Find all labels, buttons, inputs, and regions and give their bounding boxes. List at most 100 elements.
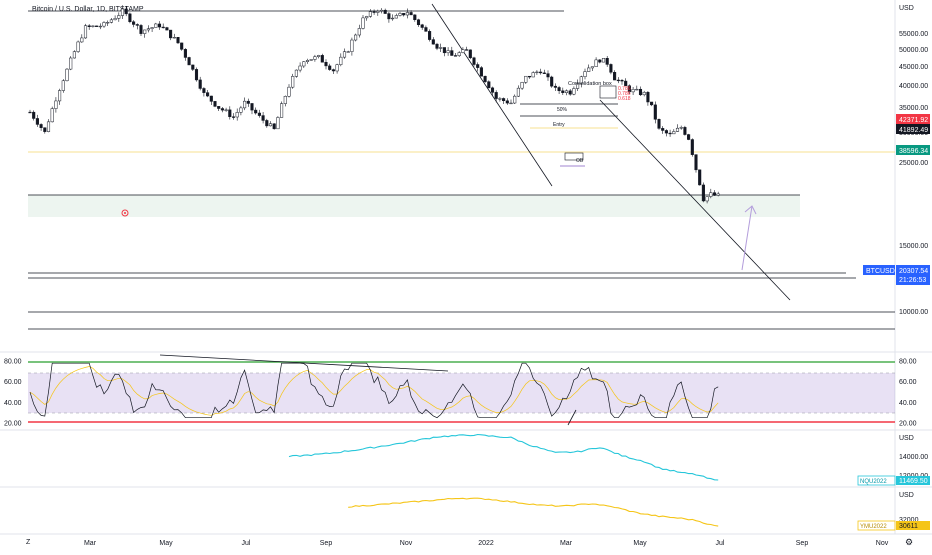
candle-body: [624, 80, 628, 86]
candle-body: [598, 59, 602, 63]
ym-last-tag[interactable]: YMU2022 30611: [857, 520, 930, 531]
candle-body: [361, 17, 365, 29]
time-tick-label: Nov: [876, 540, 889, 547]
price-label-red[interactable]: 42371.92: [896, 114, 930, 124]
candle-body: [587, 67, 591, 72]
candle-body: [383, 9, 387, 14]
candle-body: [287, 86, 291, 97]
candle-body: [146, 28, 150, 31]
candle-body: [550, 76, 554, 87]
candle-body: [531, 72, 535, 78]
corner-z-button[interactable]: Z: [26, 539, 31, 546]
candle-body: [613, 72, 617, 81]
candle-body: [106, 22, 110, 24]
candle-body: [317, 55, 321, 57]
candle-body: [683, 127, 687, 135]
chart-title: Bitcoin / U.S. Dollar, 1D, BITSTAMP: [32, 6, 144, 13]
candle-body: [502, 98, 506, 102]
time-tick-label: Jul: [716, 540, 725, 547]
candle-body: [379, 9, 384, 12]
candle-body: [398, 13, 402, 16]
candle-body: [446, 50, 450, 54]
candle-body: [139, 25, 143, 34]
candle-body: [705, 196, 709, 202]
candle-body: [154, 23, 158, 28]
candle-body: [561, 90, 565, 93]
candle-body: [350, 39, 354, 52]
candle-body: [524, 75, 528, 83]
price-tick-label: 50000.00: [899, 47, 928, 54]
price-label-green[interactable]: 38596.34: [896, 145, 930, 155]
time-tick-label: May: [633, 540, 647, 547]
rsi-left-tick-label: 40.00: [4, 400, 22, 407]
candle-body: [183, 49, 187, 58]
candle-body: [43, 127, 47, 132]
price-pane[interactable]: [28, 3, 895, 330]
candle-body: [568, 90, 572, 95]
price-tick-label: 45000.00: [899, 64, 928, 71]
candlestick-series[interactable]: [28, 5, 720, 204]
rsi-divergence-small: [567, 409, 577, 426]
price-axis-unit: USD: [899, 5, 914, 12]
annotation-50pct: 50%: [557, 107, 568, 113]
candle-body: [91, 25, 95, 27]
annotation-ob: OB: [576, 158, 584, 164]
candle-body: [694, 154, 698, 171]
candle-body: [594, 59, 598, 67]
annotation-consolidation: Consolidation box: [568, 81, 612, 87]
price-tick-label: 25000.00: [899, 160, 928, 167]
candle-body: [479, 67, 483, 77]
nq-last-tag[interactable]: NQU2022 11469.50: [857, 475, 930, 486]
projection-arrowhead: [744, 205, 757, 215]
time-tick-label: Nov: [400, 540, 413, 547]
candle-body: [638, 88, 643, 96]
candle-body: [605, 58, 609, 65]
rsi-tick-label: 60.00: [899, 379, 917, 386]
last-price: 20307.54: [899, 268, 928, 275]
eye-icon[interactable]: [121, 209, 129, 217]
last-price-tag[interactable]: BTCUSD 20307.54 21:26:53: [863, 265, 930, 285]
candle-body: [442, 47, 446, 54]
candle-body: [668, 132, 672, 135]
price-label-dark[interactable]: 41892.49: [896, 124, 930, 134]
candle-body: [365, 16, 369, 19]
ym-line: [348, 497, 719, 527]
candle-body: [576, 83, 580, 89]
rsi-line: [29, 362, 719, 419]
candle-body: [642, 92, 646, 96]
rsi-tick-label: 40.00: [899, 400, 917, 407]
eye-icon-pupil: [124, 212, 126, 214]
candle-body: [505, 100, 509, 104]
candle-body: [187, 57, 191, 66]
time-tick-label: Sep: [796, 540, 809, 547]
candle-body: [672, 131, 676, 135]
rsi-band: [28, 373, 895, 413]
candle-body: [80, 37, 84, 43]
time-axis[interactable]: Mar May Jul Sep Nov 2022 Mar May Jul Sep Nov: [84, 540, 889, 547]
candle-body: [324, 61, 328, 67]
candle-body: [172, 37, 176, 39]
annotation-fib-1: 0.786: [618, 86, 631, 92]
rsi-tick-label: 80.00: [899, 359, 917, 366]
candle-body: [635, 88, 639, 91]
candle-body: [494, 92, 498, 99]
candle-body: [165, 27, 169, 31]
candle-body: [535, 71, 539, 74]
candle-body: [712, 192, 717, 196]
ym-axis-unit: USD: [899, 492, 914, 499]
gear-icon[interactable]: ⚙: [905, 537, 913, 547]
rsi-pane[interactable]: [28, 354, 895, 426]
candle-body: [457, 52, 461, 56]
candle-body: [206, 92, 210, 97]
candle-body: [498, 98, 502, 100]
price-label-red-text: 42371.92: [899, 117, 928, 124]
candle-body: [209, 95, 213, 102]
candle-body: [701, 184, 705, 202]
candle-body: [609, 64, 613, 73]
rsi-ma-line: [29, 366, 719, 416]
ym-axis[interactable]: 32000: [899, 517, 919, 524]
rsi-axis[interactable]: 80.00 60.00 40.00 20.00: [899, 359, 917, 428]
candle-body: [124, 8, 128, 15]
